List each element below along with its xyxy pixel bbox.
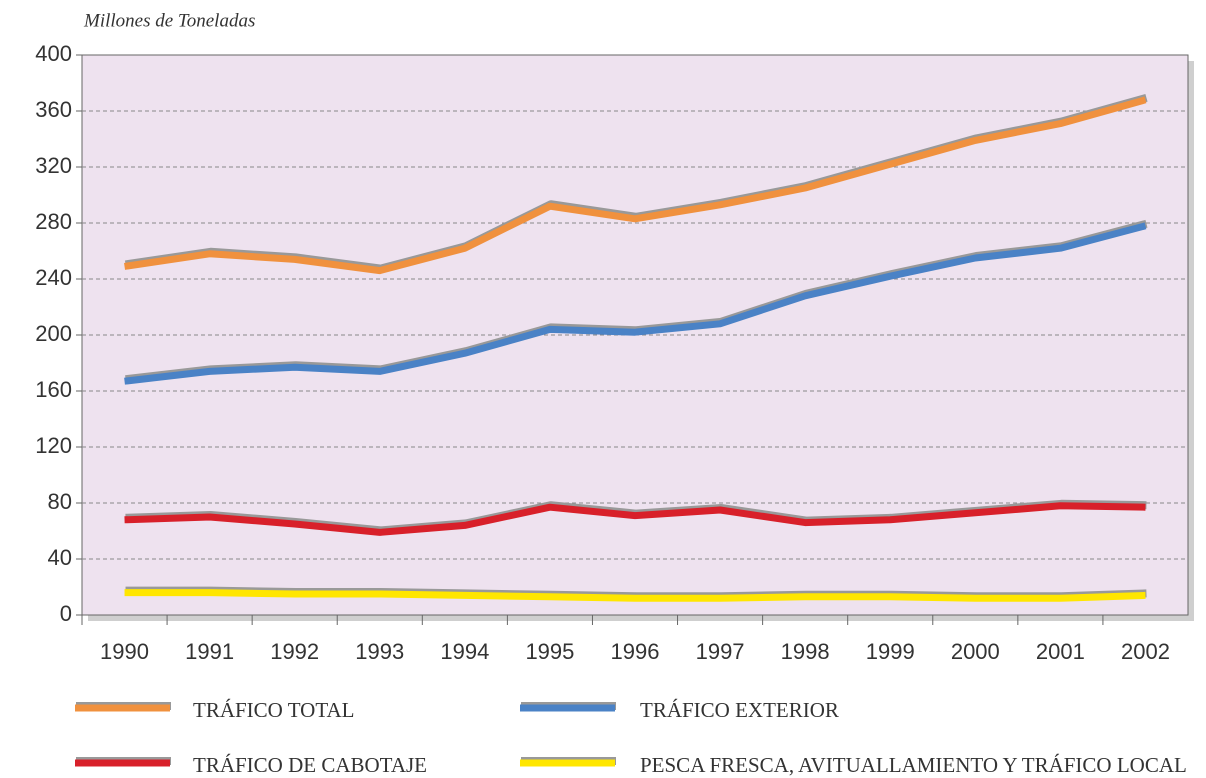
x-tick-label: 2001 <box>1036 639 1085 664</box>
x-tick-label: 2002 <box>1121 639 1170 664</box>
x-tick-label: 2000 <box>951 639 1000 664</box>
x-tick-label: 1999 <box>866 639 915 664</box>
x-tick-label: 1995 <box>525 639 574 664</box>
y-axis-label: Millones de Toneladas <box>83 10 255 31</box>
y-tick-label: 200 <box>35 321 72 346</box>
x-tick-label: 1998 <box>781 639 830 664</box>
legend-label: PESCA FRESCA, AVITUALLAMIENTO Y TRÁFICO … <box>640 753 1187 777</box>
series-line <box>124 589 1146 602</box>
series-line <box>124 96 1147 275</box>
series-line <box>124 502 1146 536</box>
x-tick-label: 1994 <box>440 639 489 664</box>
y-tick-label: 120 <box>35 433 72 458</box>
y-tick-label: 320 <box>35 153 72 178</box>
y-tick-label: 280 <box>35 209 72 234</box>
legend-label: TRÁFICO DE CABOTAJE <box>193 753 427 777</box>
y-tick-label: 400 <box>35 41 72 66</box>
y-tick-label: 80 <box>48 489 72 514</box>
x-tick-label: 1997 <box>696 639 745 664</box>
legend-label: TRÁFICO TOTAL <box>193 698 354 722</box>
x-tick-label: 1990 <box>100 639 149 664</box>
y-tick-label: 160 <box>35 377 72 402</box>
y-tick-label: 240 <box>35 265 72 290</box>
x-tick-label: 1991 <box>185 639 234 664</box>
y-tick-label: 0 <box>60 601 72 626</box>
x-tick-label: 1996 <box>611 639 660 664</box>
legend-label: TRÁFICO EXTERIOR <box>640 698 839 722</box>
x-tick-label: 1992 <box>270 639 319 664</box>
y-tick-label: 40 <box>48 545 72 570</box>
series-line <box>124 222 1147 385</box>
x-tick-label: 1993 <box>355 639 404 664</box>
y-tick-label: 360 <box>35 97 72 122</box>
